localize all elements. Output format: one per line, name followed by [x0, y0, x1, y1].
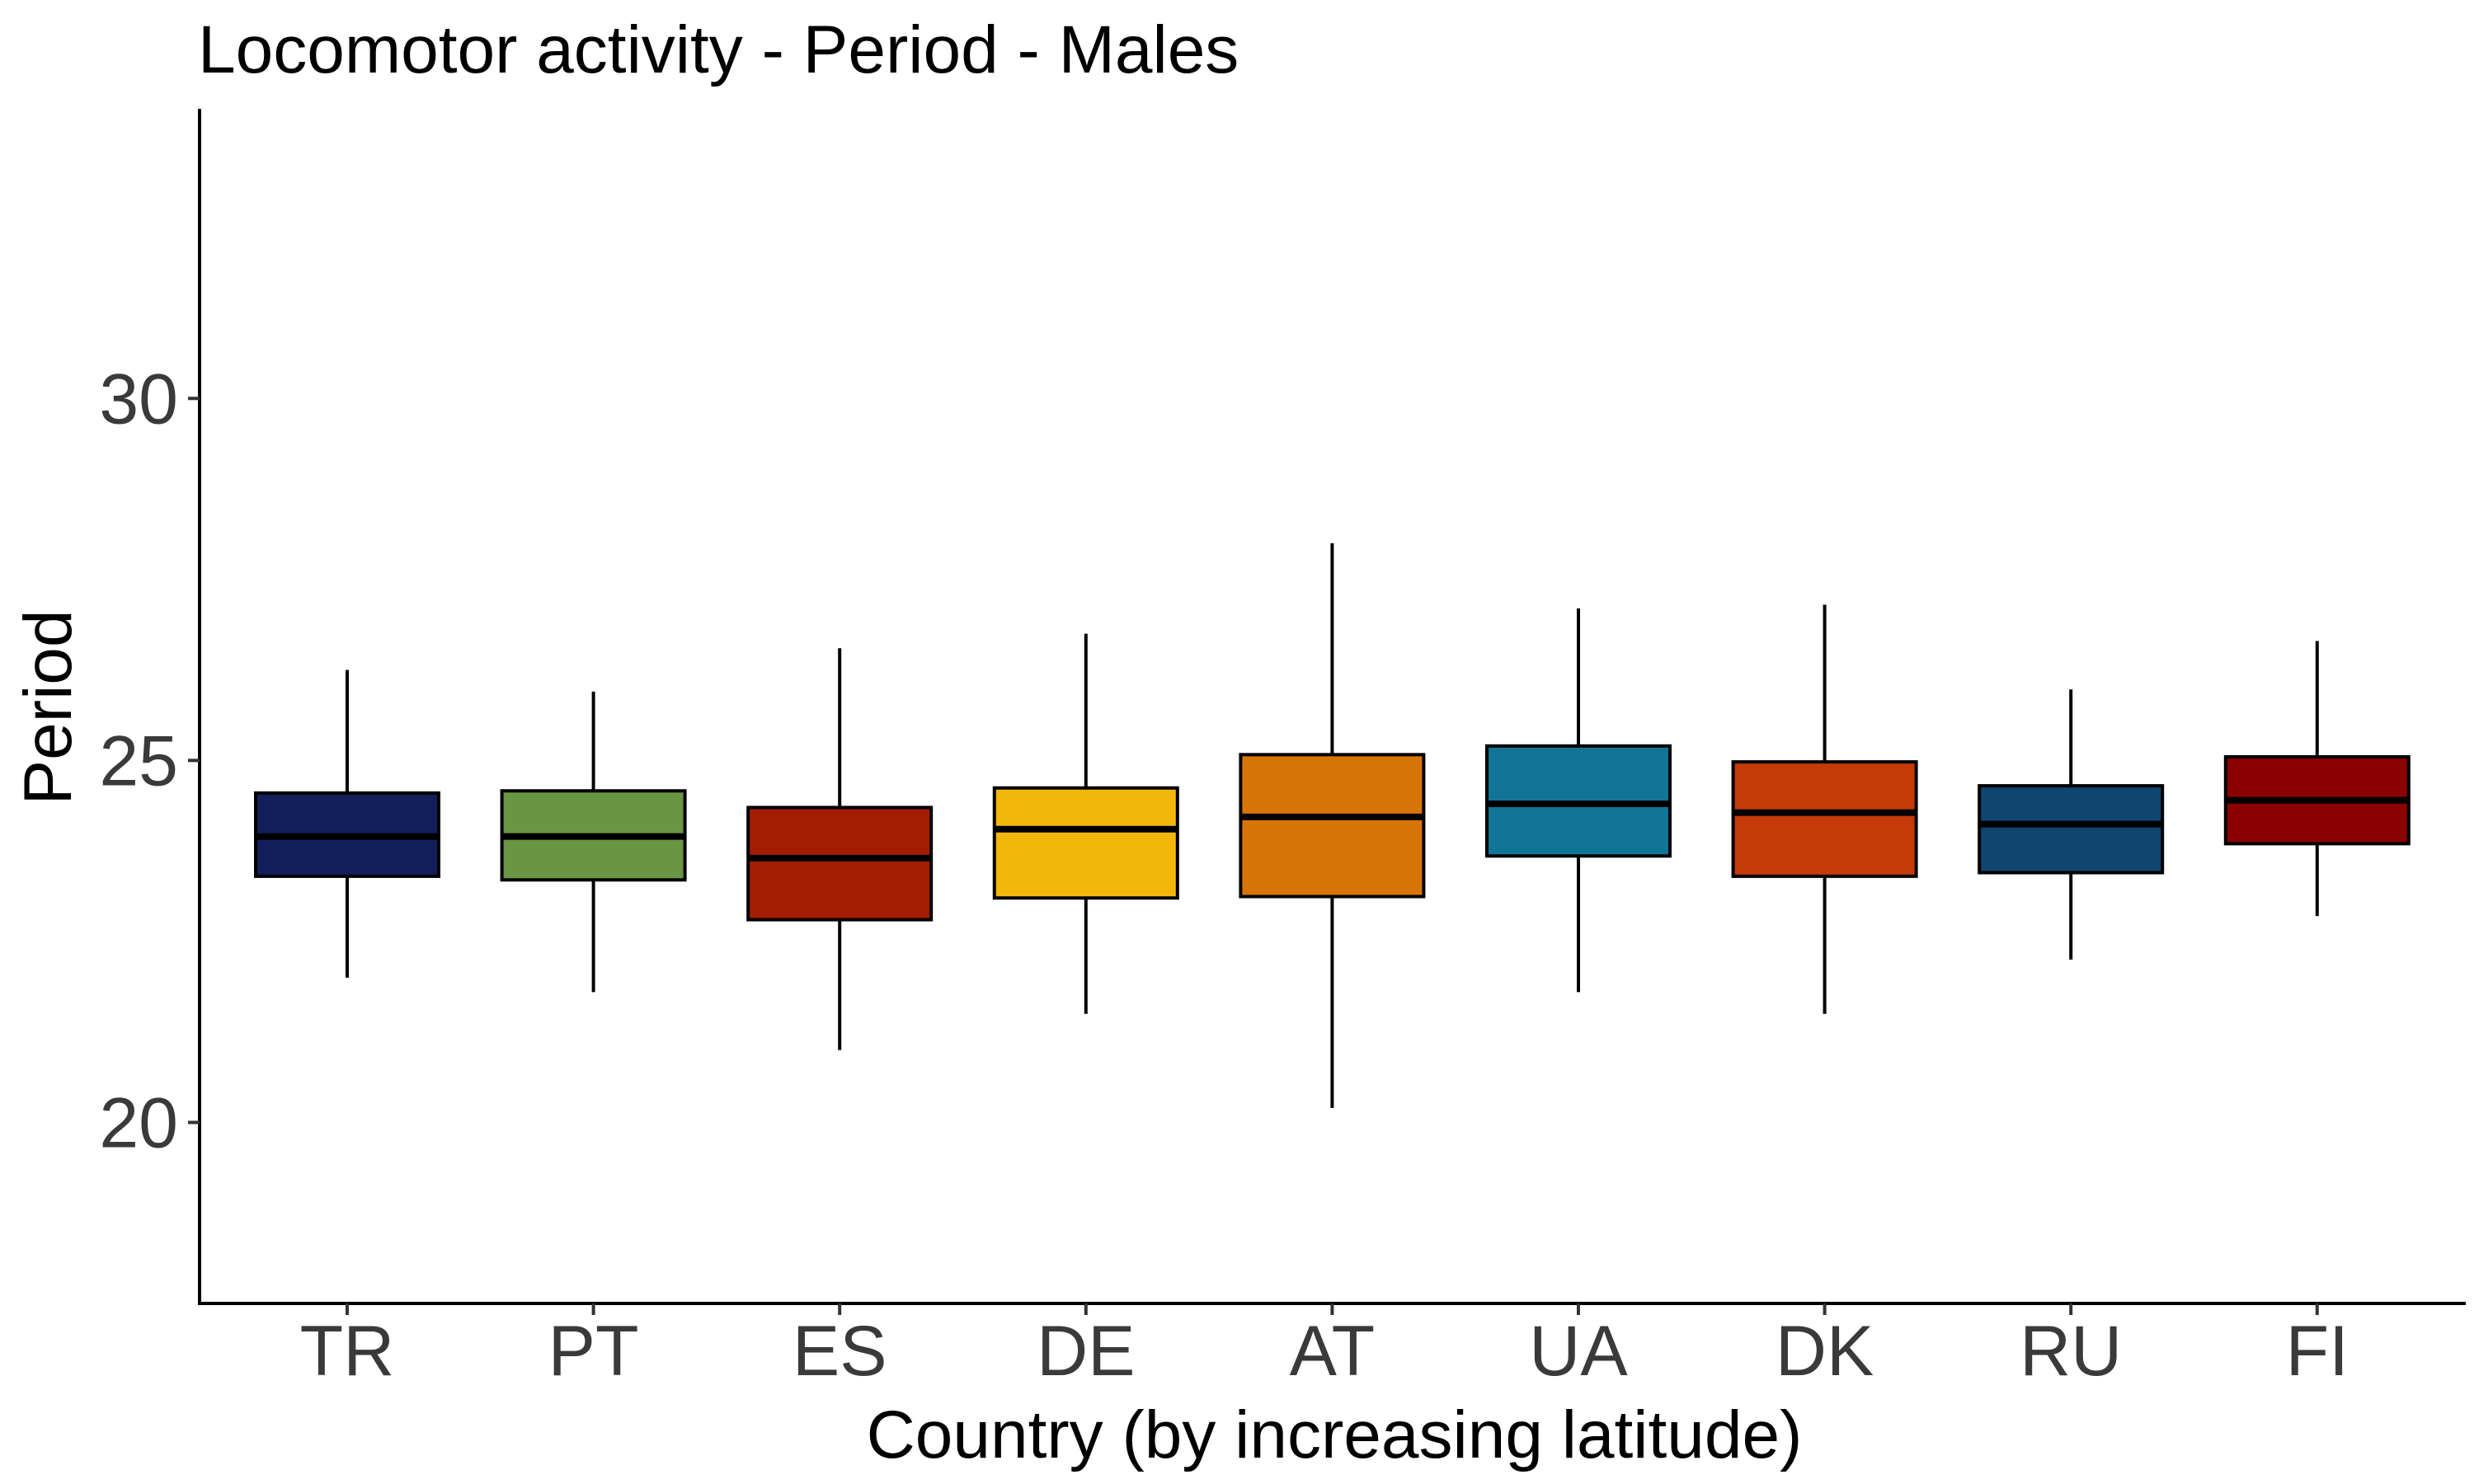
box-iqr [1731, 760, 1918, 878]
y-axis-title: Period [11, 609, 86, 805]
x-tick-label-pt: PT [548, 1312, 639, 1391]
x-tick-label-at: AT [1290, 1312, 1376, 1391]
x-tick-label-es: ES [793, 1312, 887, 1391]
x-tick-label-de: DE [1037, 1312, 1135, 1391]
x-tick-label-fi: FI [2286, 1312, 2349, 1391]
box-iqr [746, 805, 934, 922]
x-axis-title: Country (by increasing latitude) [867, 1397, 1803, 1472]
box-es [746, 648, 934, 1050]
chart-title: Locomotor activity - Period - Males [198, 12, 1239, 87]
x-ticks: TR PT ES DE AT UA DK RU FI [300, 1303, 2349, 1391]
x-tick-label-ua: UA [1529, 1312, 1628, 1391]
x-tick-label-dk: DK [1776, 1312, 1874, 1391]
y-ticks: 20 25 30 [99, 359, 200, 1162]
box-iqr [1978, 784, 2165, 875]
box-iqr [1239, 753, 1426, 899]
boxes [254, 542, 2411, 1108]
box-dk [1731, 604, 1918, 1014]
x-tick-label-ru: RU [2020, 1312, 2122, 1391]
x-tick-label-tr: TR [300, 1312, 395, 1391]
y-tick-label: 20 [99, 1083, 178, 1162]
y-tick-label: 30 [99, 359, 178, 439]
box-iqr [992, 786, 1179, 900]
box-ru [1978, 689, 2165, 960]
box-pt [500, 691, 687, 993]
box-tr [254, 669, 440, 978]
box-de [992, 633, 1179, 1014]
box-fi [2223, 641, 2411, 917]
y-tick-label: 25 [99, 721, 178, 801]
box-ua [1485, 608, 1672, 993]
box-at [1239, 542, 1426, 1108]
